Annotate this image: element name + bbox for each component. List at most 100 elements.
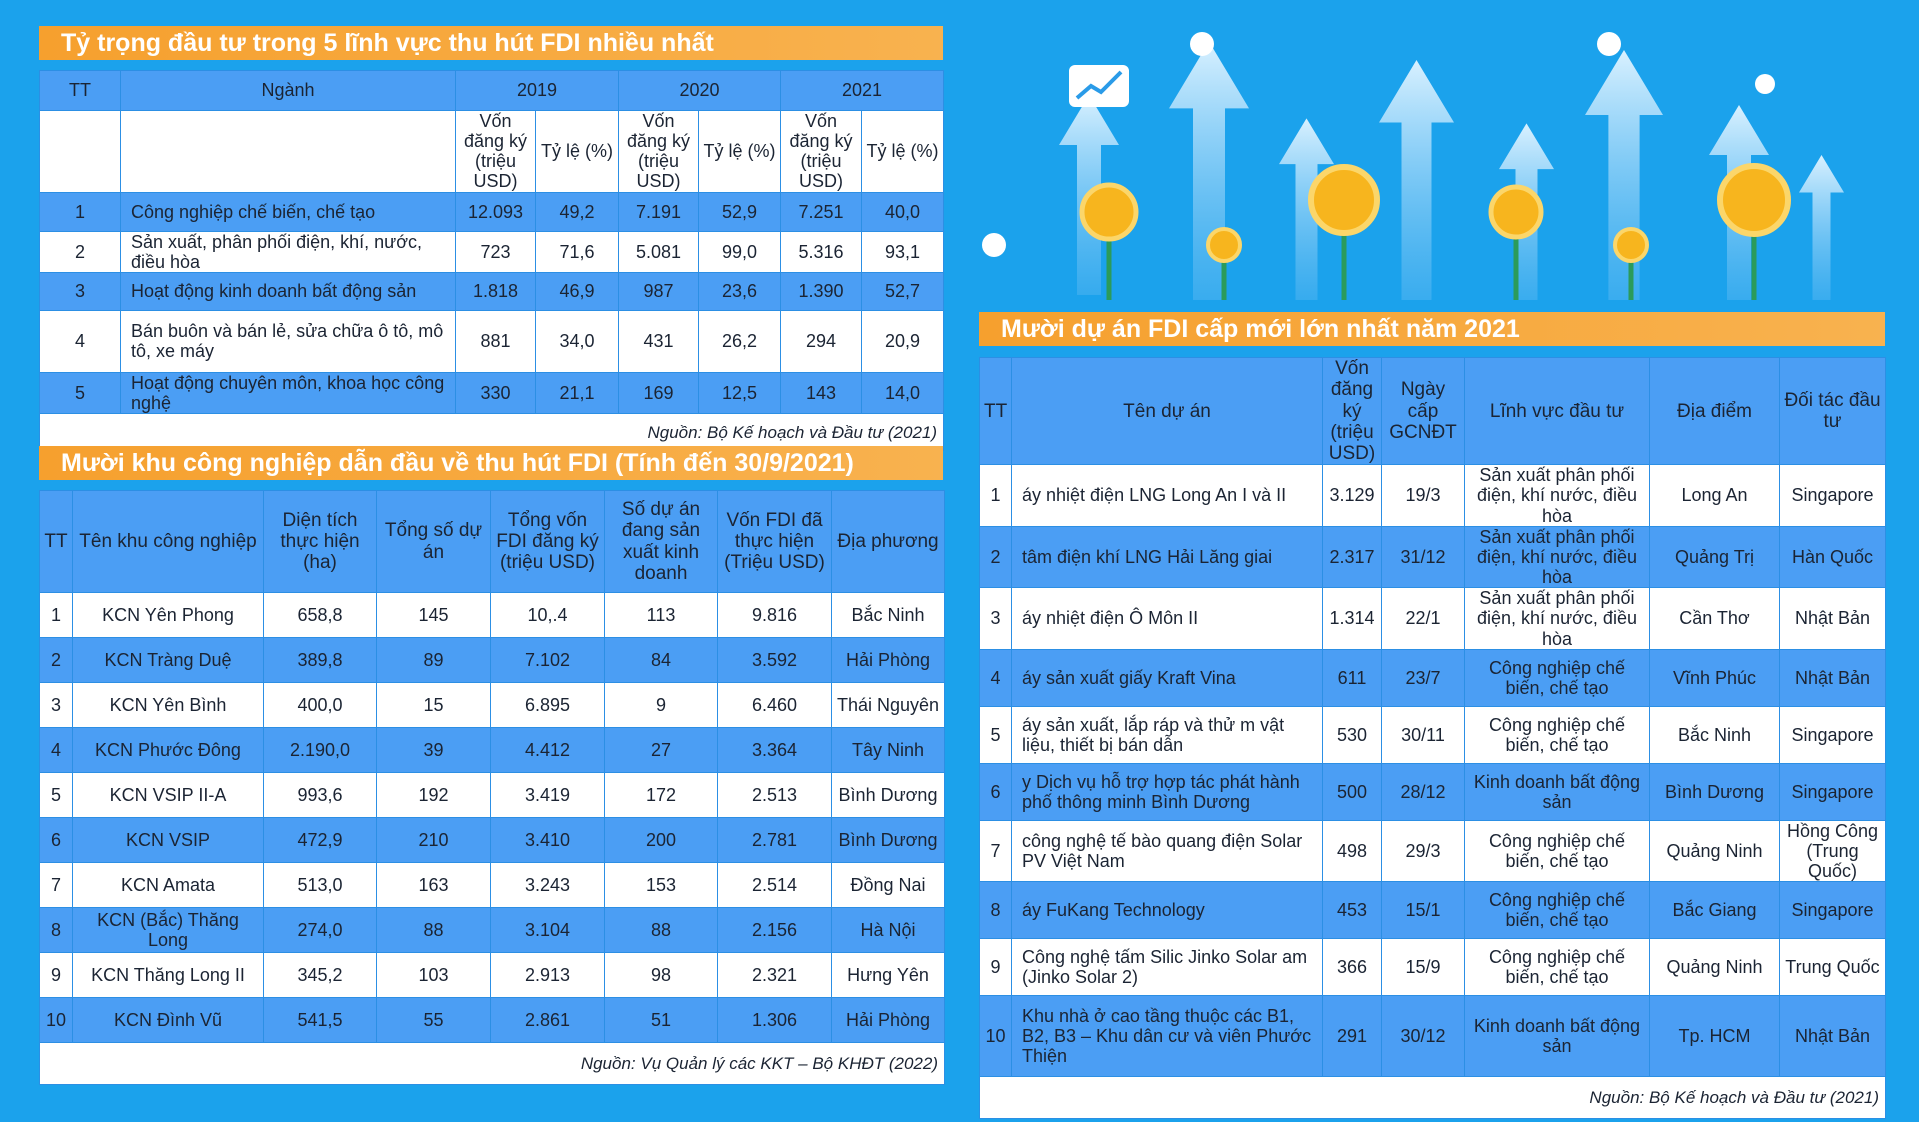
table-cell: Hưng Yên — [831, 952, 945, 998]
table-cell: 3.243 — [490, 862, 605, 908]
header-cell: Tổng số dự án — [376, 490, 491, 593]
header-cell: TT — [39, 70, 121, 111]
table-cell: 389,8 — [263, 637, 377, 683]
table-cell: 4 — [979, 648, 1012, 707]
table-cell: áy nhiệt điện LNG Long An I và II — [1011, 464, 1323, 527]
table-cell: 3.592 — [717, 637, 832, 683]
table-cell: 93,1 — [861, 230, 945, 273]
table-cell: 2.156 — [717, 907, 832, 953]
table-cell: Công nghiệp chế biến, chế tạo — [1464, 881, 1650, 940]
table-cell: KCN VSIP — [72, 817, 264, 863]
table-cell: 5.316 — [780, 230, 863, 273]
table-cell: KCN Tràng Duệ — [72, 637, 264, 683]
table-cell: 366 — [1322, 938, 1382, 997]
table-row: 3 KCN Yên Bình 400,0 15 6.895 9 6.460 Thái Nguy… — [39, 682, 945, 728]
table-cell: 8 — [39, 907, 73, 953]
header-cell — [120, 110, 456, 193]
table-cell: Công nghiệp chế biến, chế tạo — [120, 191, 456, 232]
table-cell: 6 — [39, 817, 73, 863]
header-cell: Vốn đăng ký (triệu USD) — [1322, 356, 1382, 466]
table-row: 10 KCN Đình Vũ 541,5 55 2.861 51 1.306 Hải Phòn… — [39, 997, 945, 1043]
table-cell: Hà Nội — [831, 907, 945, 953]
table-cell: Vĩnh Phúc — [1649, 648, 1780, 707]
header-cell: TT — [39, 490, 73, 593]
table-cell: 498 — [1322, 819, 1382, 883]
table-row: 2 tâm điện khí LNG Hải Lăng giai 2.317 31/1… — [979, 525, 1886, 589]
table-cell: Bắc Ninh — [1649, 705, 1780, 764]
table-row: 8 áy FuKang Technology 453 15/1 Công nghiệp … — [979, 881, 1886, 940]
table-cell: 26,2 — [698, 309, 782, 373]
header-cell: Đối tác đầu tư — [1779, 356, 1886, 466]
table-cell: 7.191 — [618, 191, 700, 232]
table-cell: 9 — [604, 682, 718, 728]
table-cell: 6 — [979, 762, 1012, 821]
table-cell: 55 — [376, 997, 491, 1043]
table-cell: 103 — [376, 952, 491, 998]
table-cell: 2.913 — [490, 952, 605, 998]
table-cell: 5 — [39, 371, 121, 415]
table-cell: 541,5 — [263, 997, 377, 1043]
table-cell: Cần Thơ — [1649, 587, 1780, 650]
table-row: 5 KCN VSIP II-A 993,6 192 3.419 172 2.513 Bình … — [39, 772, 945, 818]
header-cell: Địa phương — [831, 490, 945, 593]
table-cell: Sản xuất, phân phối điện, khí, nước, điề… — [120, 230, 456, 273]
table-cell: Singapore — [1779, 705, 1886, 764]
table-cell: 31/12 — [1381, 525, 1465, 589]
coin — [1079, 182, 1139, 242]
table-cell: 113 — [604, 592, 718, 638]
table-cell: Quảng Ninh — [1649, 938, 1780, 997]
table-cell: Bắc Giang — [1649, 881, 1780, 940]
table-cell: 993,6 — [263, 772, 377, 818]
table-cell: 431 — [618, 309, 700, 373]
table-cell: 3 — [39, 271, 121, 311]
header-row: TT Tên khu công nghiệp Diện tích thực hiện… — [39, 490, 945, 593]
table-cell: 3 — [39, 682, 73, 728]
table-cell: 2 — [979, 525, 1012, 589]
table-cell: Bình Dương — [831, 772, 945, 818]
table-cell: 28/12 — [1381, 762, 1465, 821]
table-cell: KCN Thăng Long II — [72, 952, 264, 998]
table-row: 9 KCN Thăng Long II 345,2 103 2.913 98 2.321 Hư… — [39, 952, 945, 998]
table-cell: Công nghiệp chế biến, chế tạo — [1464, 705, 1650, 764]
header-cell: Vốn đăng ký (triệu USD) — [618, 110, 700, 193]
table-cell: 3.364 — [717, 727, 832, 773]
table: TT Tên khu công nghiệp Diện tích thực hiện… — [39, 490, 945, 1085]
table-cell: 169 — [618, 371, 700, 415]
table-cell: 2 — [39, 230, 121, 273]
header-cell: Tên dự án — [1011, 356, 1323, 466]
table-row: 4 Bán buôn và bán lẻ, sửa chữa ô tô, mô t… — [39, 309, 945, 373]
table-cell: Công nghiệp chế biến, chế tạo — [1464, 938, 1650, 997]
table-cell: 723 — [455, 230, 536, 273]
illustration — [979, 32, 1889, 312]
source-row: Nguồn: Bộ Kế hoạch và Đầu tư (2021) — [979, 1076, 1886, 1120]
table-cell: 2.513 — [717, 772, 832, 818]
table-cell: 472,9 — [263, 817, 377, 863]
table-cell: Nhật Bản — [1779, 995, 1886, 1078]
table-cell: 21,1 — [534, 371, 620, 415]
table-row: 7 công nghệ tế bào quang điện Solar PV Vi… — [979, 819, 1886, 883]
table-row: 1 Công nghiệp chế biến, chế tạo 12.093 49,2… — [39, 191, 945, 232]
table-cell: Hồng Công (Trung Quốc) — [1779, 819, 1886, 883]
source-note: Nguồn: Vụ Quản lý các KKT – Bộ KHĐT (202… — [39, 1042, 945, 1085]
table-cell: 39 — [376, 727, 491, 773]
table-cell: Hàn Quốc — [1779, 525, 1886, 589]
table-cell: 29/3 — [1381, 819, 1465, 883]
table-cell: 611 — [1322, 648, 1382, 707]
table-cell: áy sản xuất giấy Kraft Vina — [1011, 648, 1323, 707]
table-cell: 2.514 — [717, 862, 832, 908]
table-cell: áy sản xuất, lắp ráp và thử m vật liệu, … — [1011, 705, 1323, 764]
table-cell: Quảng Trị — [1649, 525, 1780, 589]
table-cell: 46,9 — [534, 271, 620, 311]
table-cell: 30/12 — [1381, 995, 1465, 1078]
table-cell: 330 — [455, 371, 536, 415]
table-cell: 1.306 — [717, 997, 832, 1043]
table-cell: 3.104 — [490, 907, 605, 953]
table-cell: 99,0 — [698, 230, 782, 273]
table-cell: 49,2 — [534, 191, 620, 232]
source-row: Nguồn: Vụ Quản lý các KKT – Bộ KHĐT (202… — [39, 1042, 945, 1085]
table-cell: Trung Quốc — [1779, 938, 1886, 997]
source-note: Nguồn: Bộ Kế hoạch và Đầu tư (2021) — [38, 413, 945, 452]
arrow — [1799, 155, 1844, 305]
table-cell: 500 — [1322, 762, 1382, 821]
